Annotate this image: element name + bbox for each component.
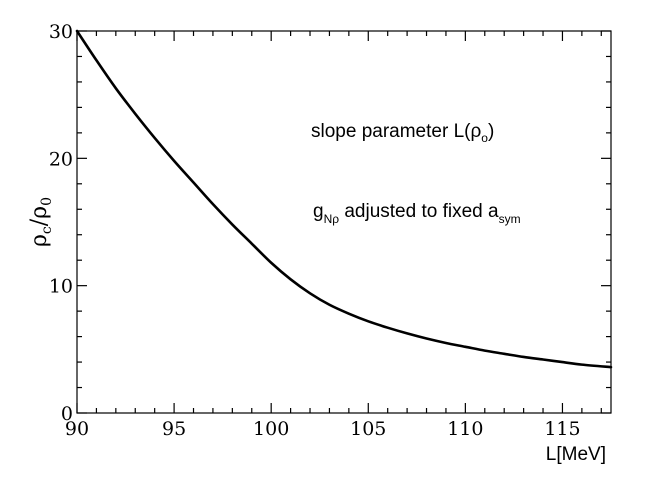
y-tick-label: 20 <box>49 148 73 170</box>
y-tick-label: 0 <box>61 403 73 425</box>
y-tick-label: 30 <box>49 21 73 43</box>
annotation-slope-parameter: slope parameter L(ρo) <box>311 121 494 145</box>
x-axis-label: L[MeV] <box>546 444 606 465</box>
y-tick-label: 10 <box>49 276 73 298</box>
y-axis-label: ρc/ρ0 <box>27 197 55 247</box>
x-tick-label: 110 <box>447 418 483 440</box>
x-tick-label: 105 <box>350 418 386 440</box>
x-tick-label: 95 <box>162 418 186 440</box>
axis-ticks <box>76 30 611 414</box>
x-tick-label: 90 <box>65 418 89 440</box>
annotation-coupling-adjusted: gNρ adjusted to fixed asym <box>313 201 521 226</box>
axis-tick-labels: 90 95 100 105 110 115 0 10 20 30 <box>49 21 581 440</box>
plot-frame <box>76 30 612 414</box>
x-tick-label: 100 <box>253 418 289 440</box>
x-tick-label: 115 <box>544 418 580 440</box>
data-line <box>75 29 613 369</box>
